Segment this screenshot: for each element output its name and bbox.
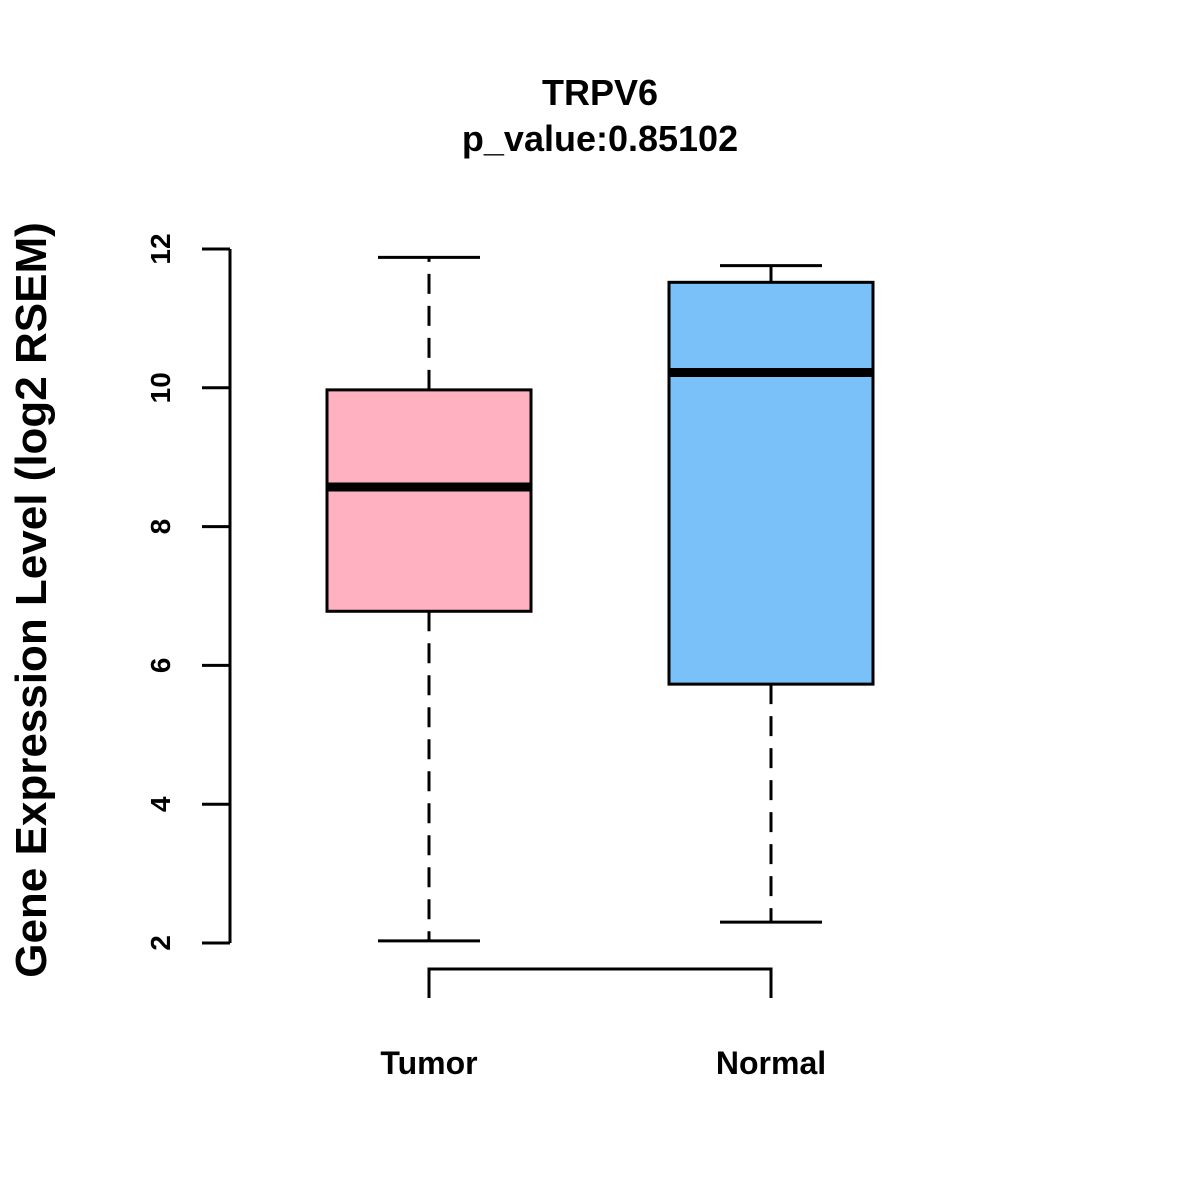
y-axis: 2 4 6 8 10 12 <box>145 233 232 951</box>
y-tick-label-10: 10 <box>145 372 176 403</box>
iqr-box-normal <box>667 280 875 686</box>
box-normal <box>667 264 875 924</box>
y-tick-label-4: 4 <box>145 796 176 812</box>
y-axis-label: Gene Expression Level (log2 RSEM) <box>7 222 56 978</box>
y-tick-label-6: 6 <box>145 658 176 674</box>
box-tumor <box>325 255 533 943</box>
chart-subtitle: p_value:0.85102 <box>462 118 738 159</box>
category-label-normal: Normal <box>716 1045 826 1081</box>
comparison-bracket <box>427 967 773 998</box>
y-tick-label-12: 12 <box>145 233 176 264</box>
y-tick-label-8: 8 <box>145 519 176 535</box>
boxes-group <box>325 255 875 943</box>
category-label-tumor: Tumor <box>380 1045 477 1081</box>
chart-title: TRPV6 <box>542 72 658 113</box>
y-tick-label-2: 2 <box>145 935 176 951</box>
category-labels: Tumor Normal <box>380 1045 826 1081</box>
iqr-box-tumor <box>325 388 533 613</box>
bracket-line <box>427 967 773 998</box>
